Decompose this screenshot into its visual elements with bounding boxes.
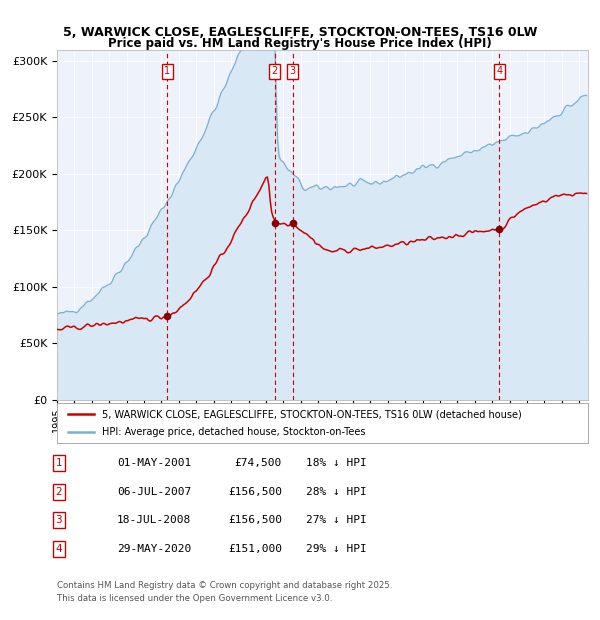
Text: 18-JUL-2008: 18-JUL-2008 (117, 515, 191, 525)
Text: Price paid vs. HM Land Registry's House Price Index (HPI): Price paid vs. HM Land Registry's House … (108, 37, 492, 50)
Text: 3: 3 (290, 66, 296, 76)
Text: 29% ↓ HPI: 29% ↓ HPI (306, 544, 367, 554)
Text: £151,000: £151,000 (228, 544, 282, 554)
Text: £156,500: £156,500 (228, 487, 282, 497)
Text: 1: 1 (164, 66, 170, 76)
Text: 06-JUL-2007: 06-JUL-2007 (117, 487, 191, 497)
Text: 1: 1 (55, 458, 62, 468)
Text: Contains HM Land Registry data © Crown copyright and database right 2025.: Contains HM Land Registry data © Crown c… (57, 581, 392, 590)
Text: 18% ↓ HPI: 18% ↓ HPI (306, 458, 367, 468)
Text: 5, WARWICK CLOSE, EAGLESCLIFFE, STOCKTON-ON-TEES, TS16 0LW: 5, WARWICK CLOSE, EAGLESCLIFFE, STOCKTON… (63, 26, 537, 39)
Text: 4: 4 (496, 66, 502, 76)
Text: This data is licensed under the Open Government Licence v3.0.: This data is licensed under the Open Gov… (57, 593, 332, 603)
Text: 4: 4 (55, 544, 62, 554)
Text: 5, WARWICK CLOSE, EAGLESCLIFFE, STOCKTON-ON-TEES, TS16 0LW (detached house): 5, WARWICK CLOSE, EAGLESCLIFFE, STOCKTON… (102, 409, 522, 419)
Text: 2: 2 (55, 487, 62, 497)
Text: 28% ↓ HPI: 28% ↓ HPI (306, 487, 367, 497)
Text: 27% ↓ HPI: 27% ↓ HPI (306, 515, 367, 525)
Text: £156,500: £156,500 (228, 515, 282, 525)
Text: 2: 2 (272, 66, 278, 76)
Text: 3: 3 (55, 515, 62, 525)
Text: 29-MAY-2020: 29-MAY-2020 (117, 544, 191, 554)
Text: 01-MAY-2001: 01-MAY-2001 (117, 458, 191, 468)
Text: HPI: Average price, detached house, Stockton-on-Tees: HPI: Average price, detached house, Stoc… (102, 427, 365, 437)
Text: £74,500: £74,500 (235, 458, 282, 468)
